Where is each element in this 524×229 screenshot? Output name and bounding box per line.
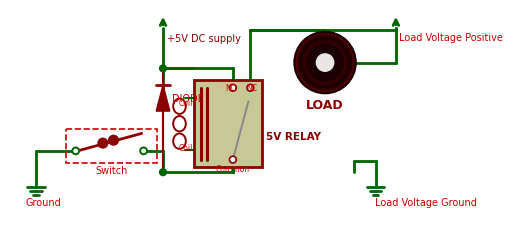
Circle shape (247, 85, 254, 92)
Circle shape (230, 85, 236, 92)
Circle shape (98, 139, 108, 148)
Text: Common: Common (216, 165, 250, 174)
Circle shape (294, 32, 356, 94)
Circle shape (305, 43, 345, 83)
Circle shape (72, 148, 79, 155)
Text: LOAD: LOAD (306, 99, 344, 112)
Text: Coil: Coil (179, 143, 193, 152)
Text: Load Voltage Ground: Load Voltage Ground (375, 198, 476, 207)
Circle shape (160, 66, 167, 72)
Bar (194, 81, 262, 168)
Text: 5V RELAY: 5V RELAY (266, 132, 321, 142)
Text: Coil: Coil (179, 98, 193, 107)
Circle shape (140, 148, 147, 155)
Text: Load Voltage Positive: Load Voltage Positive (399, 32, 503, 42)
Text: DIODE: DIODE (172, 94, 204, 104)
Polygon shape (156, 85, 170, 112)
Circle shape (316, 55, 334, 72)
Text: NC: NC (246, 84, 257, 93)
Circle shape (297, 35, 354, 92)
Text: +5V DC supply: +5V DC supply (167, 34, 241, 44)
Text: Switch: Switch (95, 166, 128, 176)
Circle shape (160, 169, 167, 176)
Text: Ground: Ground (25, 198, 61, 207)
Text: NO: NO (225, 84, 237, 93)
Circle shape (230, 157, 236, 163)
Circle shape (108, 136, 118, 145)
